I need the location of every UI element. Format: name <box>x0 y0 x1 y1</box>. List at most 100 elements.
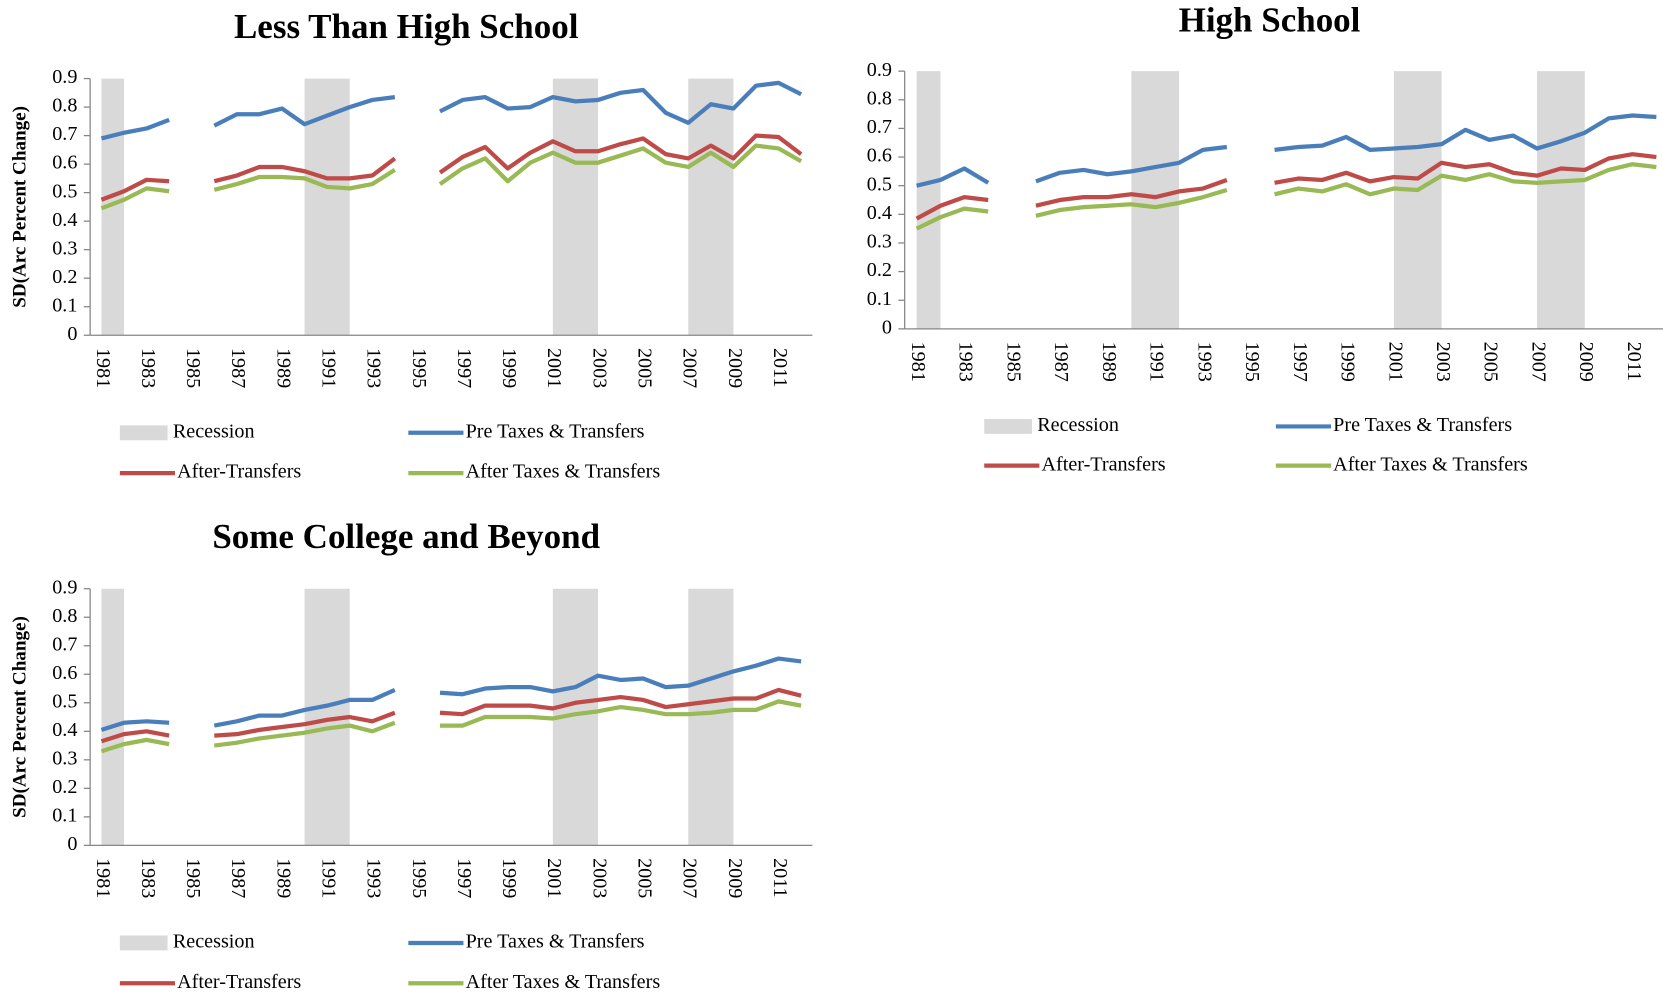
legend-label: After-Transfers <box>1041 453 1165 475</box>
y-axis-title: SD(Arc Percent Change) <box>10 616 31 818</box>
y-tick-label: 0.5 <box>52 180 77 202</box>
y-tick-label: 0.5 <box>867 173 892 195</box>
x-tick-label: 2007 <box>679 348 701 388</box>
series-line <box>100 80 803 141</box>
x-tick-label: 1993 <box>363 348 385 388</box>
legend-label: Pre Taxes & Transfers <box>1333 414 1512 436</box>
x-tick-label: 1999 <box>498 858 520 898</box>
x-tick-label: 1991 <box>318 348 340 388</box>
x-tick-label: 2007 <box>1527 342 1549 382</box>
y-tick-label: 0.3 <box>867 231 892 253</box>
chart-title: Some College and Beyond <box>212 517 600 556</box>
chart-title: Less Than High School <box>234 7 579 46</box>
x-tick-label: 1983 <box>137 348 159 388</box>
y-tick-label: 0.4 <box>867 202 892 224</box>
x-tick-label: 2009 <box>1575 342 1597 382</box>
legend-label: Pre Taxes & Transfers <box>466 420 645 442</box>
y-tick-label: 0.6 <box>52 152 77 174</box>
recession-area <box>101 78 734 336</box>
x-tick-label: 1993 <box>1193 342 1215 382</box>
x-tick-label: 2009 <box>724 858 746 898</box>
x-tick-label: 1983 <box>955 342 977 382</box>
y-tick-label: 0.5 <box>52 690 77 712</box>
legend-label: After Taxes & Transfers <box>1333 453 1528 475</box>
x-tick-label: 1991 <box>1146 342 1168 382</box>
x-tick-label: 1987 <box>1050 342 1072 382</box>
x-tick-label: 1981 <box>907 342 929 382</box>
legend-label: After Taxes & Transfers <box>466 971 661 993</box>
y-tick-label: 0.1 <box>52 804 77 826</box>
legend-label: After Taxes & Transfers <box>466 461 661 483</box>
legend-label: After-Transfers <box>177 971 301 993</box>
legend-label: Recession <box>173 420 255 442</box>
x-tick-label: 2001 <box>1384 342 1406 382</box>
x-tick-label: 2011 <box>1623 342 1645 382</box>
y-tick-label: 0.3 <box>52 747 77 769</box>
series-line <box>100 143 803 211</box>
y-tick-label: 0.1 <box>867 288 892 310</box>
y-tick-label: 0.9 <box>52 576 77 598</box>
recession-area <box>101 588 734 846</box>
x-tick-label: 1981 <box>92 348 114 388</box>
x-tick-label: 1987 <box>227 348 249 388</box>
legend-label: Recession <box>173 931 255 953</box>
y-tick-label: 0.9 <box>867 59 892 81</box>
x-tick-label: 1989 <box>1098 342 1120 382</box>
y-tick-label: 0.8 <box>867 87 892 109</box>
series-line <box>100 656 802 732</box>
x-tick-label: 2011 <box>769 858 791 898</box>
x-tick-label: 1991 <box>318 858 340 898</box>
y-tick-label: 0.7 <box>867 116 892 138</box>
y-tick-label: 0.6 <box>867 145 892 167</box>
y-tick-label: 0.2 <box>52 266 77 288</box>
series-line <box>100 687 802 744</box>
x-tick-label: 1999 <box>498 348 520 388</box>
y-tick-label: 0 <box>67 323 77 345</box>
x-tick-label: 1989 <box>272 858 294 898</box>
x-tick-label: 1985 <box>182 858 204 898</box>
y-tick-label: 0.7 <box>52 633 77 655</box>
x-tick-label: 1995 <box>408 348 430 388</box>
series-line <box>100 699 802 754</box>
x-tick-label: 2001 <box>543 858 565 898</box>
x-tick-label: 2005 <box>1480 342 1502 382</box>
x-tick-label: 1999 <box>1337 342 1359 382</box>
x-tick-label: 1997 <box>1289 342 1311 382</box>
legend-swatch <box>119 935 168 951</box>
legend-label: Pre Taxes & Transfers <box>466 931 645 953</box>
y-tick-label: 0.4 <box>52 719 77 741</box>
recession-area <box>916 71 1585 329</box>
x-tick-label: 2001 <box>543 348 565 388</box>
y-tick-label: 0 <box>882 316 892 338</box>
x-tick-label: 1995 <box>408 858 430 898</box>
y-tick-label: 0.8 <box>52 95 77 117</box>
y-tick-label: 0.8 <box>52 605 77 627</box>
y-tick-label: 0.2 <box>867 259 892 281</box>
series-line <box>100 133 803 202</box>
x-tick-label: 1983 <box>137 858 159 898</box>
x-tick-label: 1993 <box>363 858 385 898</box>
series-line <box>915 152 1657 221</box>
x-tick-label: 2005 <box>634 348 656 388</box>
y-tick-label: 0.7 <box>52 123 77 145</box>
y-tick-label: 0 <box>67 833 77 855</box>
y-tick-label: 0.4 <box>52 209 77 231</box>
legend-label: After-Transfers <box>177 461 301 483</box>
x-tick-label: 1985 <box>1002 342 1024 382</box>
legend-swatch <box>984 419 1032 434</box>
y-tick-label: 0.2 <box>52 776 77 798</box>
y-axis-title: SD(Arc Percent Change) <box>10 106 31 308</box>
series-line <box>916 113 1657 188</box>
x-tick-label: 1989 <box>272 348 294 388</box>
x-tick-label: 2009 <box>724 348 746 388</box>
x-tick-label: 2011 <box>769 348 791 388</box>
series-line <box>915 162 1657 231</box>
legend-label: Recession <box>1037 414 1119 436</box>
x-tick-label: 2003 <box>1432 342 1454 382</box>
y-tick-label: 0.3 <box>52 237 77 259</box>
x-tick-label: 1987 <box>227 858 249 898</box>
legend-swatch <box>119 425 168 441</box>
x-tick-label: 2005 <box>634 858 656 898</box>
